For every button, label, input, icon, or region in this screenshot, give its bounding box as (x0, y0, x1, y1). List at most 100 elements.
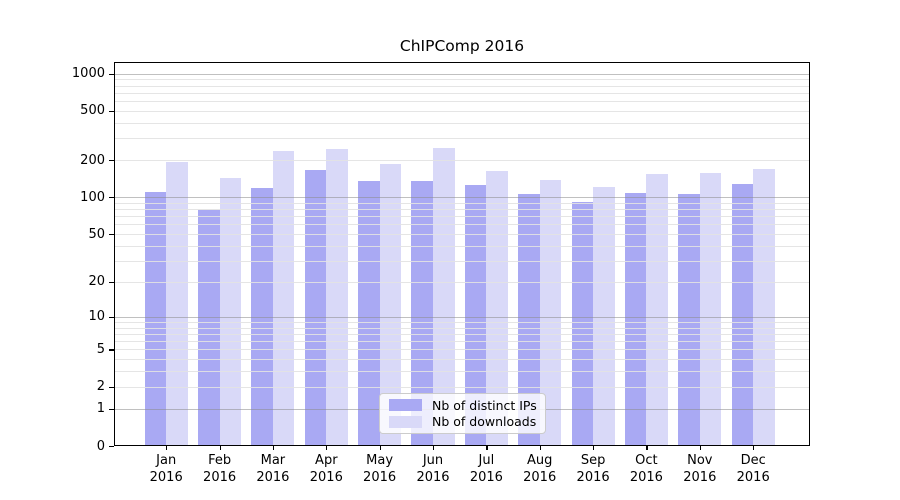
minor-gridline (114, 333, 810, 335)
minor-gridline (114, 341, 810, 343)
minor-gridline (114, 110, 810, 112)
bar-downloads (753, 169, 775, 446)
x-tick-mark (646, 446, 648, 450)
y-tick-mark (109, 73, 114, 75)
minor-gridline (114, 202, 810, 204)
y-tick-label: 100 (80, 189, 105, 205)
x-tick-label: Jan 2016 (149, 453, 183, 485)
bar-distinct-ips (571, 202, 594, 446)
bar-downloads (699, 173, 722, 446)
bar-downloads (219, 178, 242, 446)
x-tick-mark (486, 446, 488, 450)
bar-distinct-ips (731, 184, 754, 446)
bar-distinct-ips (358, 181, 380, 446)
x-tick-mark (379, 446, 381, 450)
minor-gridline (114, 260, 810, 262)
legend-label-distinct-ips: Nb of distinct IPs (432, 397, 537, 413)
x-tick-label: Jun 2016 (416, 453, 450, 485)
y-tick-mark (109, 281, 114, 283)
minor-gridline (114, 122, 810, 124)
y-tick-mark (109, 349, 114, 351)
legend-item-distinct-ips: Nb of distinct IPs (389, 397, 537, 413)
y-tick-mark (109, 197, 114, 199)
minor-gridline (114, 386, 810, 388)
minor-gridline (114, 209, 810, 211)
y-tick-mark (109, 234, 114, 236)
x-tick-label: Mar 2016 (256, 453, 290, 485)
x-tick-mark (539, 446, 541, 450)
x-tick-mark (326, 446, 328, 450)
x-tick-label: Aug 2016 (523, 453, 557, 485)
x-tick-mark (219, 446, 221, 450)
x-tick-label: Nov 2016 (683, 453, 717, 485)
y-tick-mark (109, 160, 114, 162)
bar-distinct-ips (304, 170, 327, 446)
x-tick-label: Feb 2016 (203, 453, 237, 485)
plot-area (114, 62, 810, 446)
bar-downloads (486, 170, 508, 446)
grid-layer (114, 62, 810, 446)
x-tick-label: Apr 2016 (309, 453, 343, 485)
chart-title: ChIPComp 2016 (399, 37, 525, 55)
bar-downloads (646, 174, 668, 446)
bar-downloads (593, 186, 615, 446)
x-tick-mark (166, 446, 168, 450)
y-tick-mark (109, 408, 114, 410)
x-tick-label: May 2016 (363, 453, 397, 485)
y-tick-mark (109, 446, 114, 448)
y-tick-label: 200 (80, 152, 105, 168)
x-tick-label: Jul 2016 (469, 453, 503, 485)
minor-gridline (114, 281, 810, 283)
y-tick-mark (109, 110, 114, 112)
minor-gridline (114, 224, 810, 226)
x-tick-label: Oct 2016 (629, 453, 663, 485)
y-tick-label: 1 (96, 401, 105, 417)
minor-gridline (114, 85, 810, 87)
x-tick-mark (272, 446, 275, 450)
x-tick-mark (753, 446, 755, 450)
bar-distinct-ips (144, 191, 167, 446)
y-tick-mark (109, 316, 114, 318)
minor-gridline (114, 245, 810, 247)
minor-gridline (114, 321, 810, 323)
bar-distinct-ips (518, 193, 540, 446)
legend-swatch-distinct-ips (389, 399, 422, 412)
major-gridline (114, 73, 810, 75)
y-tick-label: 1000 (71, 66, 105, 81)
y-tick-label: 0 (96, 438, 105, 454)
legend-swatch-downloads (389, 415, 422, 428)
x-tick-mark (433, 446, 435, 450)
minor-gridline (114, 371, 810, 373)
minor-gridline (114, 92, 810, 94)
bar-distinct-ips (464, 184, 487, 446)
minor-gridline (114, 349, 810, 351)
major-gridline (114, 316, 810, 318)
minor-gridline (114, 327, 810, 329)
minor-gridline (114, 216, 810, 218)
x-tick-mark (593, 446, 595, 450)
major-gridline (114, 197, 810, 199)
minor-gridline (114, 359, 810, 361)
x-tick-label: Sep 2016 (576, 453, 610, 485)
y-tick-label: 50 (88, 226, 105, 242)
bar-distinct-ips (411, 180, 433, 446)
y-tick-label: 20 (88, 274, 105, 290)
minor-gridline (114, 79, 810, 81)
legend: Nb of distinct IPs Nb of downloads (379, 393, 546, 434)
bar-distinct-ips (678, 194, 700, 446)
y-tick-mark (109, 386, 114, 388)
minor-gridline (114, 234, 810, 235)
minor-gridline (114, 101, 810, 102)
y-tick-label: 10 (88, 309, 105, 325)
x-tick-mark (699, 446, 701, 450)
legend-label-downloads: Nb of downloads (432, 414, 537, 430)
y-tick-label: 5 (96, 341, 105, 357)
legend-item-downloads: Nb of downloads (389, 414, 536, 429)
y-tick-label: 500 (80, 103, 105, 119)
bar-downloads (166, 161, 188, 446)
x-tick-label: Dec 2016 (736, 453, 770, 485)
minor-gridline (114, 160, 810, 162)
y-tick-label: 2 (96, 379, 105, 395)
bar-distinct-ips (624, 193, 647, 446)
